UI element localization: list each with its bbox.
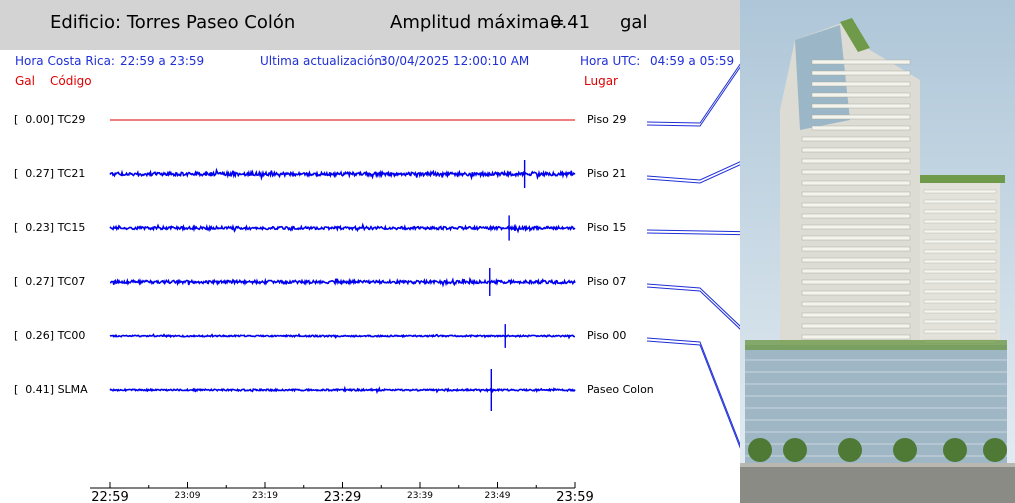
tower-balcony <box>811 81 911 87</box>
tower2-balcony <box>923 269 997 274</box>
time-tick-label: 23:09 <box>175 491 201 501</box>
floor-connector <box>646 66 740 127</box>
code-label-tc29: [ 0.00] TC29 <box>14 113 86 126</box>
tower-balcony <box>801 202 911 208</box>
trace-tc21 <box>109 167 576 181</box>
tree <box>783 438 807 462</box>
tower2-balcony <box>923 299 997 304</box>
floor-connector <box>646 63 740 124</box>
tower-balcony <box>801 213 911 219</box>
tower2-balcony <box>923 239 997 244</box>
tree <box>893 438 917 462</box>
building-photo-icon <box>740 0 1015 503</box>
place-label-tc15: Piso 15 <box>587 221 627 234</box>
time-tick-label: 23:19 <box>252 491 278 501</box>
tower-balcony <box>801 323 911 329</box>
floor-connector <box>646 340 740 449</box>
update-label: Ultima actualización: <box>260 54 386 68</box>
tower-balcony <box>801 268 911 274</box>
tower-balcony <box>801 158 911 164</box>
place-column-header: Lugar <box>584 74 618 88</box>
tree <box>943 438 967 462</box>
place-label-tc00: Piso 00 <box>587 329 627 342</box>
tower-balcony <box>801 279 911 285</box>
header-bar: Edificio: Torres Paseo Colón Amplitud má… <box>0 0 740 50</box>
place-label-tc21: Piso 21 <box>587 167 627 180</box>
tree <box>983 438 1007 462</box>
amplitude-label: Amplitud máxima= <box>390 12 565 33</box>
code-label-slma: [ 0.41] SLMA <box>14 383 88 396</box>
floor-connector <box>646 337 740 446</box>
tower-balcony <box>811 114 911 120</box>
tower2-balcony <box>923 289 997 294</box>
gal-column-header: Gal <box>15 74 35 88</box>
tower-balcony <box>801 301 911 307</box>
tower-balcony <box>801 246 911 252</box>
tower-balcony <box>801 235 911 241</box>
tower-balcony <box>811 103 911 109</box>
code-column-header: Código <box>50 74 92 88</box>
code-label-tc07: [ 0.27] TC07 <box>14 275 86 288</box>
place-label-tc07: Piso 07 <box>587 275 627 288</box>
floor-connector <box>646 229 740 233</box>
floor-connector <box>646 283 740 327</box>
floor-connector <box>646 286 740 330</box>
update-value: 30/04/2025 12:00:10 AM <box>380 54 530 68</box>
code-label-tc21: [ 0.27] TC21 <box>14 167 86 180</box>
place-label-tc29: Piso 29 <box>587 113 627 126</box>
tower-balcony <box>801 312 911 318</box>
code-label-tc15: [ 0.23] TC15 <box>14 221 86 234</box>
tower-balcony <box>801 180 911 186</box>
tree <box>748 438 772 462</box>
tower2-balcony <box>923 249 997 254</box>
tower2-balcony <box>923 279 997 284</box>
time-tick-label: 23:49 <box>485 491 511 501</box>
place-label-slma: Paseo Colon <box>587 383 654 396</box>
tower-balcony <box>801 257 911 263</box>
tower2-balcony <box>923 199 997 204</box>
trace-tc15 <box>109 222 576 234</box>
tower-balcony <box>811 59 911 65</box>
trace-tc07 <box>109 276 576 288</box>
time-tick-label: 23:39 <box>407 491 433 501</box>
amplitude-value: 0.41 <box>550 12 591 33</box>
utc-range: 04:59 a 05:59 <box>650 54 735 68</box>
tower2-balcony <box>923 329 997 334</box>
tower-balcony <box>811 92 911 98</box>
floor-connector <box>646 232 740 236</box>
tree <box>838 438 862 462</box>
tower-balcony <box>811 125 911 131</box>
time-tick-label: 23:59 <box>556 490 593 503</box>
tower2-balcony <box>923 259 997 264</box>
amplitude-unit: gal <box>620 12 648 33</box>
trace-tc00 <box>109 332 576 340</box>
tower-balcony <box>801 169 911 175</box>
seismogram-chart: 22:59 23:09 23:19 23:29 23:39 23:49 23:59 <box>90 63 740 503</box>
tower2-balcony <box>923 229 997 234</box>
trace-slma <box>109 385 576 395</box>
tower-balcony <box>801 334 911 340</box>
tower-balcony <box>801 136 911 142</box>
code-label-tc00: [ 0.26] TC00 <box>14 329 86 342</box>
tower-balcony <box>801 224 911 230</box>
local-time-range: 22:59 a 23:59 <box>120 54 205 68</box>
tower2-balcony <box>923 319 997 324</box>
tower-balcony <box>801 290 911 296</box>
tower2-balcony <box>923 219 997 224</box>
tower2-balcony <box>923 189 997 194</box>
floor-connector <box>646 164 740 184</box>
floor-connector <box>646 161 740 181</box>
time-tick-label: 22:59 <box>91 490 128 503</box>
local-time-label: Hora Costa Rica: <box>15 54 115 68</box>
utc-label: Hora UTC: <box>580 54 641 68</box>
tower2-balcony <box>923 309 997 314</box>
tower-balcony <box>801 191 911 197</box>
tower2-balcony <box>923 209 997 214</box>
building-title: Edificio: Torres Paseo Colón <box>50 12 296 33</box>
time-tick-label: 23:29 <box>324 490 361 503</box>
tower-balcony <box>811 70 911 76</box>
tower-balcony <box>801 147 911 153</box>
